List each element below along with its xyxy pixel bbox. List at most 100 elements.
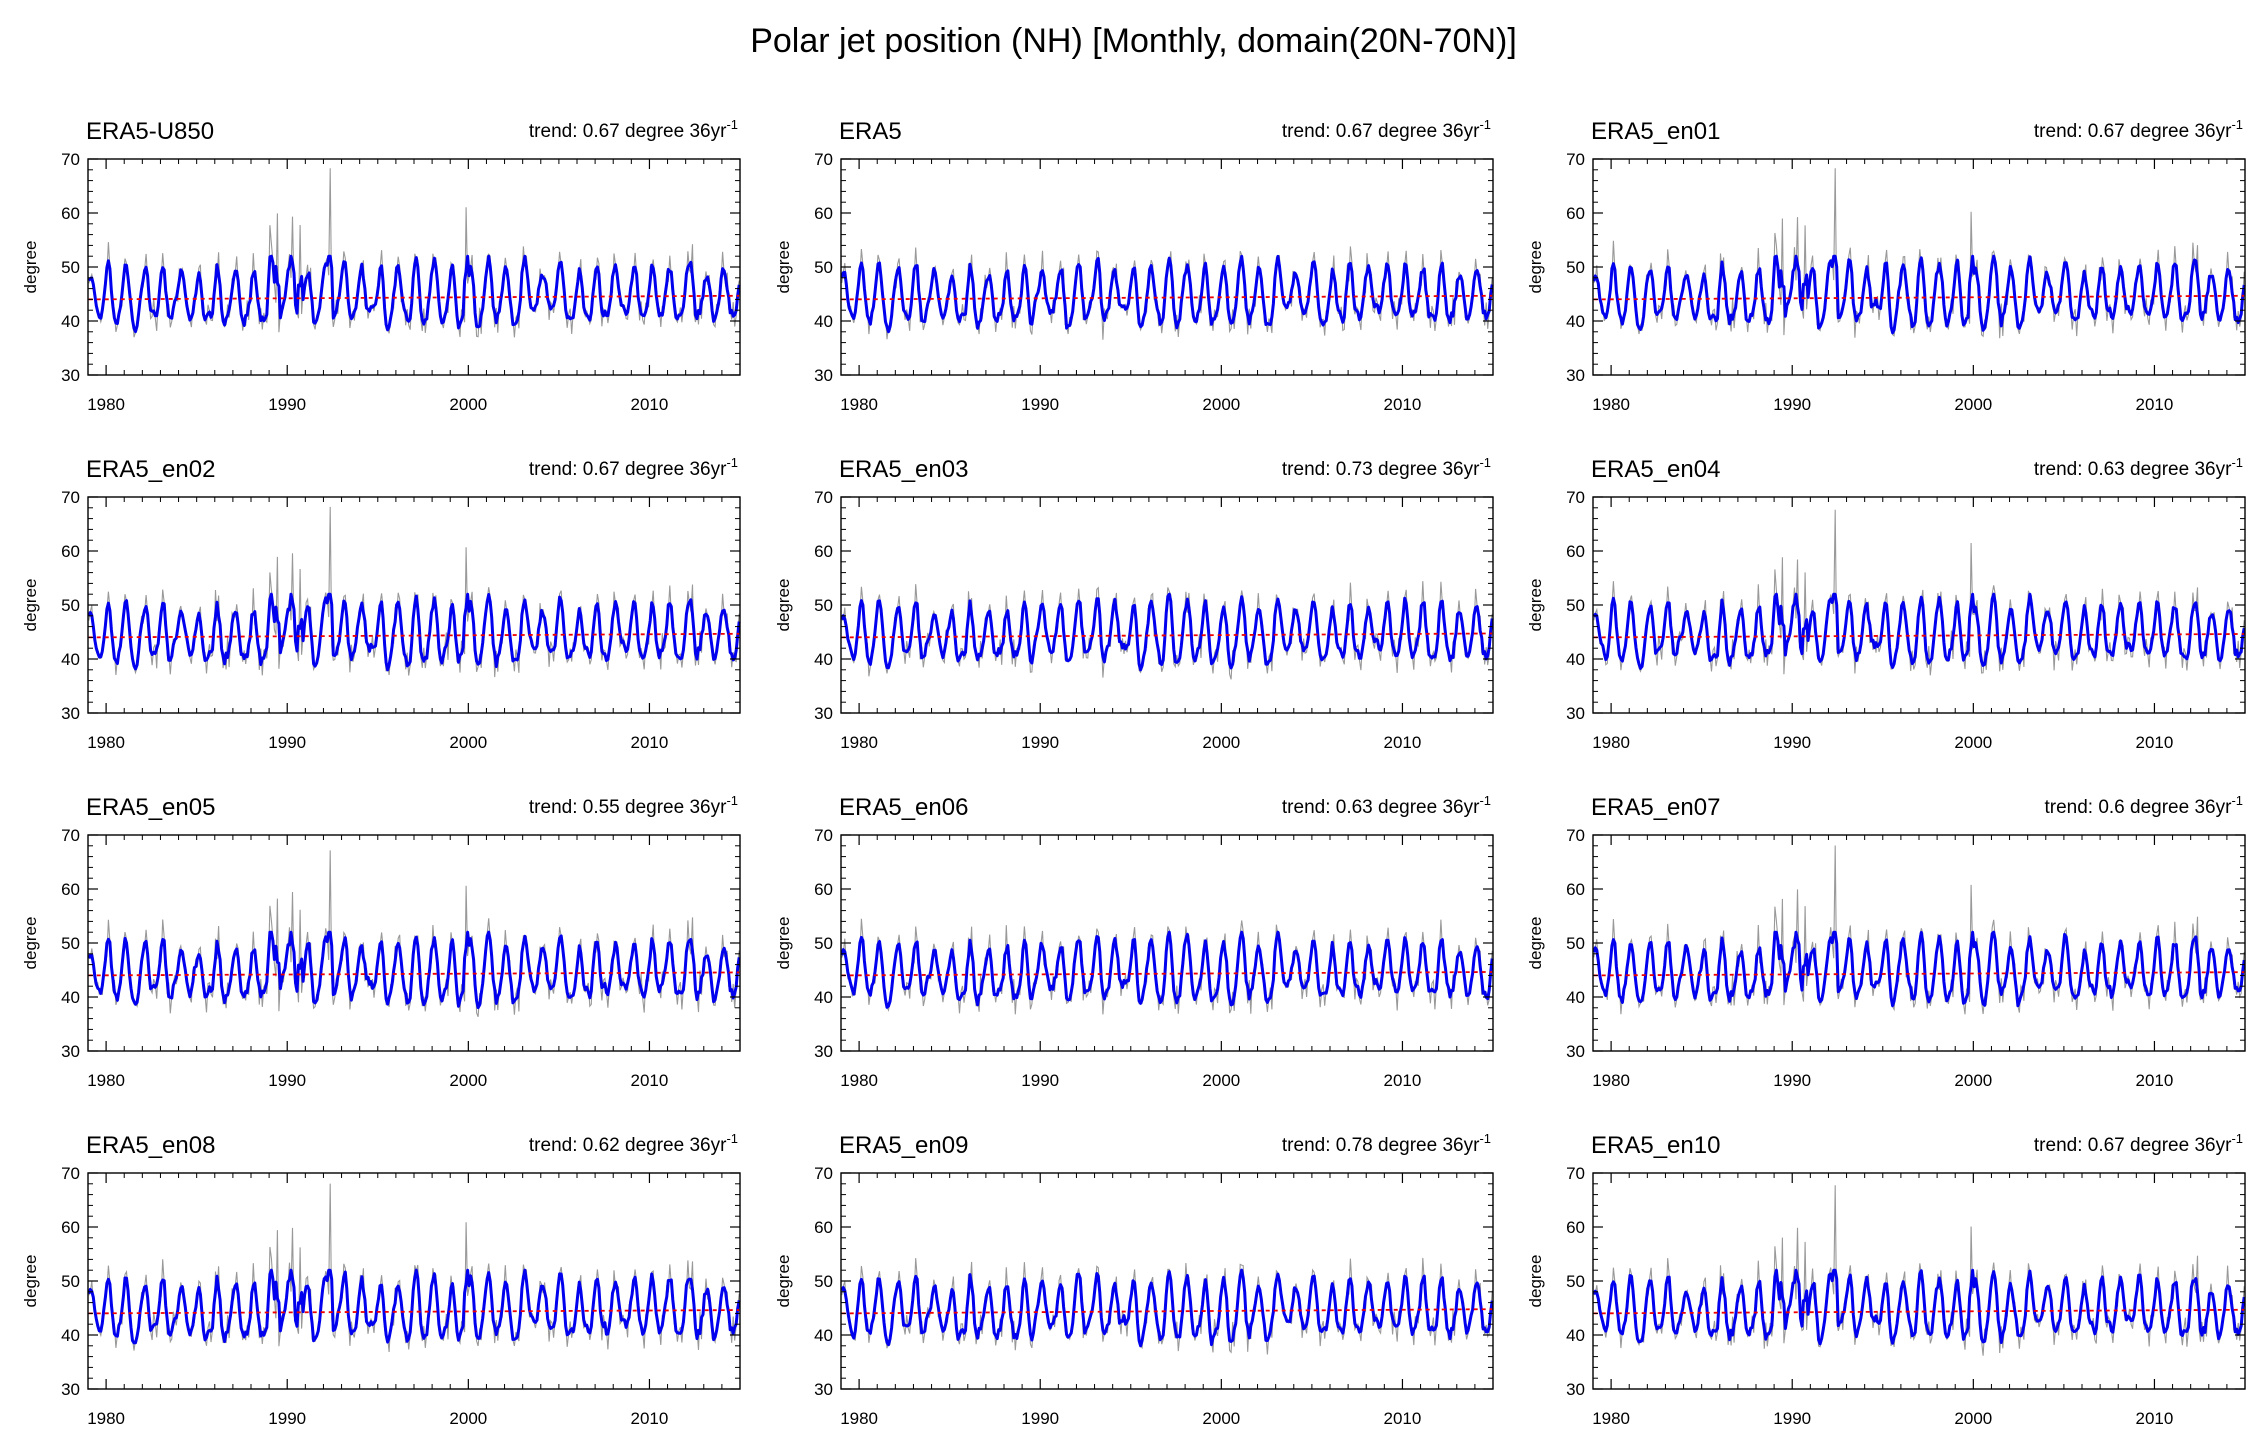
smoothed-series-line	[1592, 592, 2246, 670]
y-axis-label: degree	[1526, 241, 1545, 294]
x-tick-label: 2000	[449, 395, 487, 414]
y-tick-label: 40	[1566, 988, 1585, 1007]
y-tick-label: 30	[814, 1042, 833, 1061]
y-tick-label: 40	[1566, 312, 1585, 331]
x-tick-label: 1980	[87, 395, 125, 414]
monthly-series-line	[841, 918, 1493, 1015]
trend-exponent: -1	[2231, 455, 2243, 470]
smoothed-series-line	[1592, 1268, 2246, 1346]
y-axis-label: degree	[774, 1255, 793, 1308]
x-tick-label: 2000	[1954, 395, 1992, 414]
y-tick-label: 70	[61, 150, 80, 169]
x-tick-label: 1990	[1021, 1409, 1059, 1428]
y-tick-label: 50	[814, 934, 833, 953]
chart-panel-8: ERA5_en06 trend: 0.63 degree 36yr-1 degree…	[774, 793, 1494, 1090]
x-tick-label: 2010	[1384, 395, 1422, 414]
y-tick-label: 30	[1566, 366, 1585, 385]
x-tick-label: 2000	[1202, 1071, 1240, 1090]
y-tick-label: 30	[1566, 1042, 1585, 1061]
y-tick-label: 50	[61, 934, 80, 953]
y-tick-label: 70	[61, 488, 80, 507]
x-tick-label: 1990	[268, 1071, 306, 1090]
y-tick-label: 30	[61, 1380, 80, 1399]
trend-label: trend: 0.67 degree 36yr-1	[1282, 117, 1491, 142]
x-tick-label: 2010	[1384, 733, 1422, 752]
panel-title: ERA5_en05	[86, 794, 215, 821]
x-tick-label: 1980	[840, 1071, 878, 1090]
trend-label: trend: 0.73 degree 36yr-1	[1282, 455, 1491, 480]
y-tick-label: 70	[61, 826, 80, 845]
x-tick-label: 1990	[268, 1409, 306, 1428]
trend-label: trend: 0.6 degree 36yr-1	[2044, 793, 2243, 818]
x-tick-label: 2010	[2136, 395, 2174, 414]
y-tick-label: 60	[814, 880, 833, 899]
trend-exponent: -1	[726, 793, 738, 808]
chart-panel-12: ERA5_en10 trend: 0.67 degree 36yr-1 degree…	[1526, 1131, 2246, 1428]
y-tick-label: 50	[1566, 596, 1585, 615]
y-axis-label: degree	[21, 579, 40, 632]
y-tick-label: 70	[814, 826, 833, 845]
x-tick-label: 1990	[268, 395, 306, 414]
smoothed-series-line	[87, 930, 741, 1010]
y-axis-label: degree	[1526, 1255, 1545, 1308]
y-tick-label: 60	[814, 204, 833, 223]
x-tick-label: 1990	[1021, 733, 1059, 752]
y-tick-label: 60	[814, 1218, 833, 1237]
y-tick-label: 30	[61, 1042, 80, 1061]
y-tick-label: 30	[61, 704, 80, 723]
trend-label: trend: 0.67 degree 36yr-1	[2034, 117, 2243, 142]
x-tick-label: 2000	[449, 1071, 487, 1090]
chart-panel-9: ERA5_en07 trend: 0.6 degree 36yr-1 degree 3…	[1526, 793, 2246, 1090]
y-tick-label: 40	[61, 1326, 80, 1345]
x-tick-label: 2000	[1202, 733, 1240, 752]
y-tick-label: 50	[61, 1272, 80, 1291]
x-tick-label: 2010	[631, 733, 669, 752]
x-tick-label: 1980	[840, 395, 878, 414]
y-tick-label: 60	[61, 1218, 80, 1237]
y-axis-label: degree	[21, 241, 40, 294]
trend-label: trend: 0.78 degree 36yr-1	[1282, 1131, 1491, 1156]
y-tick-label: 60	[1566, 542, 1585, 561]
smoothed-series-line	[1592, 930, 2246, 1008]
y-tick-label: 70	[1566, 150, 1585, 169]
panel-title: ERA5_en07	[1591, 794, 1720, 821]
y-tick-label: 40	[814, 988, 833, 1007]
trend-exponent: -1	[2231, 1131, 2243, 1146]
trend-exponent: -1	[1479, 117, 1491, 132]
y-tick-label: 70	[814, 1164, 833, 1183]
y-tick-label: 60	[61, 880, 80, 899]
y-tick-label: 60	[61, 542, 80, 561]
x-tick-label: 1990	[1021, 1071, 1059, 1090]
y-tick-label: 30	[814, 704, 833, 723]
x-tick-label: 2010	[631, 1071, 669, 1090]
x-tick-label: 1980	[1592, 1409, 1630, 1428]
x-tick-label: 1990	[1773, 1071, 1811, 1090]
panel-title: ERA5_en09	[839, 1132, 968, 1159]
panel-title: ERA5	[839, 118, 902, 145]
y-tick-label: 30	[814, 366, 833, 385]
y-tick-label: 30	[814, 1380, 833, 1399]
x-tick-label: 1980	[840, 1409, 878, 1428]
chart-panel-3: ERA5_en01 trend: 0.67 degree 36yr-1 degree…	[1526, 117, 2246, 414]
x-tick-label: 1980	[87, 733, 125, 752]
x-tick-label: 2000	[1954, 1071, 1992, 1090]
smoothed-series-line	[840, 254, 1494, 334]
y-tick-label: 70	[1566, 1164, 1585, 1183]
x-tick-label: 2000	[449, 733, 487, 752]
x-tick-label: 2000	[1202, 1409, 1240, 1428]
panel-title: ERA5_en08	[86, 1132, 215, 1159]
x-tick-label: 2010	[2136, 1071, 2174, 1090]
trend-label: trend: 0.55 degree 36yr-1	[529, 793, 738, 818]
smoothed-series-line	[87, 592, 741, 672]
x-tick-label: 2000	[449, 1409, 487, 1428]
x-tick-label: 1990	[1773, 1409, 1811, 1428]
y-tick-label: 70	[814, 150, 833, 169]
y-tick-label: 70	[1566, 826, 1585, 845]
y-tick-label: 50	[61, 258, 80, 277]
chart-panel-6: ERA5_en04 trend: 0.63 degree 36yr-1 degree…	[1526, 455, 2246, 752]
trend-exponent: -1	[1479, 455, 1491, 470]
y-tick-label: 40	[61, 988, 80, 1007]
y-tick-label: 60	[814, 542, 833, 561]
trend-exponent: -1	[2231, 793, 2243, 808]
